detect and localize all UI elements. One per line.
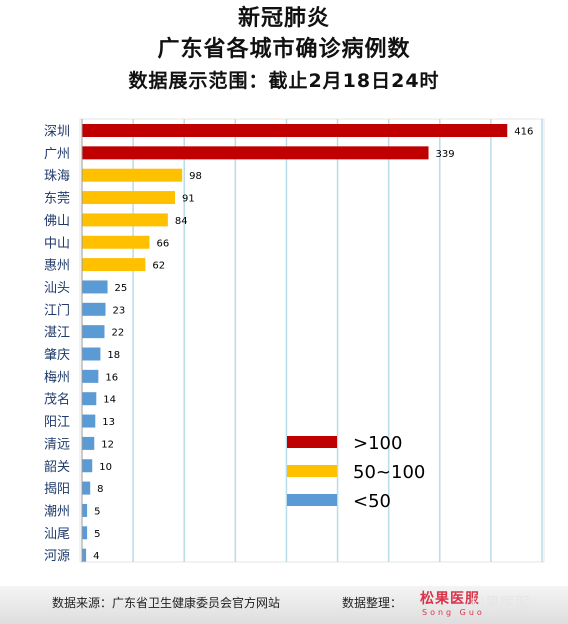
category-label: 中山 xyxy=(44,236,70,251)
category-label: 惠州 xyxy=(44,259,70,274)
data-label: 98 xyxy=(189,171,202,182)
data-label: 16 xyxy=(105,372,118,383)
category-label: 茂名 xyxy=(44,392,70,408)
legend-label: >100 xyxy=(353,433,402,454)
bar xyxy=(82,280,108,294)
category-label: 阳江 xyxy=(44,415,70,430)
category-label: 珠海 xyxy=(44,169,70,184)
category-label: 佛山 xyxy=(44,214,70,229)
data-label: 23 xyxy=(113,305,126,316)
bar xyxy=(82,347,101,361)
data-label: 13 xyxy=(102,417,115,428)
page-title: 新冠肺炎 xyxy=(237,6,330,31)
bar xyxy=(82,526,88,540)
bar xyxy=(82,503,88,517)
legend-label: <50 xyxy=(353,491,391,512)
data-label: 416 xyxy=(514,127,533,138)
bar xyxy=(82,369,99,383)
data-label: 10 xyxy=(99,462,112,473)
brand-logo-sub: Song Guo xyxy=(422,608,485,617)
bar xyxy=(82,436,95,450)
bar xyxy=(82,459,93,473)
data-label: 66 xyxy=(156,238,169,249)
bar xyxy=(82,325,105,339)
data-label: 5 xyxy=(94,506,100,517)
bar xyxy=(82,235,150,249)
data-label: 91 xyxy=(182,194,195,205)
bar xyxy=(82,124,508,137)
bar xyxy=(82,548,87,562)
data-label: 12 xyxy=(101,439,114,450)
bar xyxy=(82,414,96,428)
data-label: 62 xyxy=(152,261,165,272)
data-label: 339 xyxy=(436,149,455,160)
data-source: 数据来源：广东省卫生健康委员会官方网站 xyxy=(52,596,281,610)
legend-swatch xyxy=(287,465,337,477)
category-label: 广州 xyxy=(44,147,70,162)
bar xyxy=(82,213,168,227)
bar xyxy=(82,168,183,182)
category-label: 湛江 xyxy=(44,326,70,341)
data-range-label: 数据展示范围：截止2月18日24时 xyxy=(128,70,440,92)
footer: 数据来源：广东省卫生健康委员会官方网站 数据整理： 松果医服 Song Guo … xyxy=(0,586,568,624)
watermark: 松果医服 xyxy=(470,594,531,612)
category-label: 汕头 xyxy=(44,281,70,296)
category-label: 河源 xyxy=(44,549,70,564)
data-label: 5 xyxy=(94,529,100,540)
bar xyxy=(82,191,176,205)
data-label: 14 xyxy=(103,395,116,406)
legend-label: 50~100 xyxy=(353,462,425,483)
category-label: 潮州 xyxy=(44,504,70,519)
category-label: 韶关 xyxy=(44,459,70,475)
data-label: 84 xyxy=(175,216,188,227)
category-label: 梅州 xyxy=(44,370,70,385)
data-label: 4 xyxy=(93,551,99,562)
bar xyxy=(82,481,91,495)
category-label: 汕尾 xyxy=(44,527,70,542)
bar xyxy=(82,258,146,272)
category-label: 深圳 xyxy=(44,125,70,140)
data-label: 8 xyxy=(97,484,103,495)
bar xyxy=(82,392,97,406)
title-block: 新冠肺炎 广东省各城市确诊病例数 数据展示范围：截止2月18日24时 xyxy=(0,4,568,96)
data-label: 25 xyxy=(115,283,128,294)
data-organizer-label: 数据整理： xyxy=(342,596,403,610)
category-label: 江门 xyxy=(44,303,70,318)
category-label: 揭阳 xyxy=(44,482,70,497)
bar xyxy=(82,146,429,160)
data-label: 22 xyxy=(111,328,124,339)
bar xyxy=(82,302,106,316)
page-subtitle: 广东省各城市确诊病例数 xyxy=(157,37,411,62)
category-label: 东莞 xyxy=(44,192,70,207)
category-label: 肇庆 xyxy=(44,348,70,363)
legend-swatch xyxy=(287,494,337,506)
data-label: 18 xyxy=(107,350,120,361)
legend-swatch xyxy=(287,436,337,448)
category-label: 清远 xyxy=(44,437,70,452)
brand-logo: 松果医服 xyxy=(420,591,480,607)
